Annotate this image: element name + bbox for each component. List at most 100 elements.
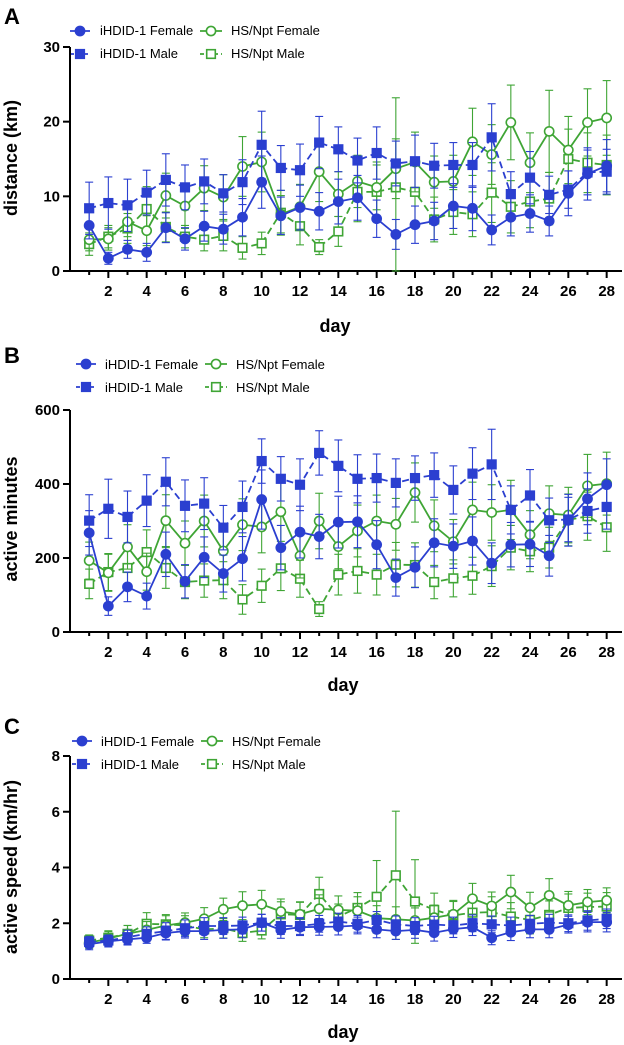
data-point: [84, 578, 95, 589]
y-tick-label: 400: [35, 476, 60, 493]
data-point: [256, 494, 268, 505]
legend-item-ihdid-male: iHDID-1 Male: [76, 380, 183, 395]
data-point: [562, 900, 574, 911]
x-tick-label: 10: [253, 644, 270, 661]
data-point: [332, 516, 344, 528]
series-line: [88, 482, 607, 575]
data-point: [428, 537, 440, 549]
legend-label: HS/Npt Female: [231, 23, 320, 38]
data-point: [83, 527, 95, 539]
x-tick-label: 8: [219, 283, 227, 300]
data-point: [390, 925, 402, 937]
data-point: [582, 916, 593, 928]
data-point: [601, 112, 613, 124]
data-point: [447, 200, 459, 212]
x-tick-label: 18: [407, 644, 424, 661]
data-point: [256, 139, 267, 150]
data-point: [543, 550, 555, 562]
data-point: [179, 575, 191, 587]
legend-item-ihdid-female: iHDID-1 Female: [72, 734, 194, 749]
legend-marker: [76, 758, 88, 770]
x-tick-label: 4: [142, 644, 151, 661]
data-point: [84, 203, 95, 214]
data-point: [543, 215, 555, 227]
x-tick-label: 12: [292, 283, 309, 300]
panel-a: A distance (km) day iHDID-1 Female iHDID…: [1, 4, 622, 336]
data-point: [467, 535, 478, 547]
x-tick-label: 10: [253, 283, 270, 300]
data-point: [275, 473, 286, 484]
data-point: [102, 935, 114, 947]
data-point: [179, 500, 191, 511]
data-point: [467, 893, 478, 905]
x-tick-label: 24: [522, 644, 539, 661]
x-tick-label: 10: [253, 991, 270, 1008]
x-tick-label: 18: [407, 991, 424, 1008]
data-point: [256, 455, 267, 467]
data-point: [524, 923, 536, 935]
data-point: [141, 495, 152, 506]
series-line: [89, 917, 607, 943]
panel-b: B active minutes day iHDID-1 Female iHDI…: [1, 343, 622, 695]
x-tick-label: 18: [407, 283, 424, 300]
series-line: [88, 157, 607, 249]
data-point: [179, 537, 191, 549]
data-point: [486, 459, 497, 470]
y-tick-label: 200: [35, 550, 60, 567]
legend-label: HS/Npt Female: [236, 357, 325, 372]
data-point: [256, 238, 267, 249]
y-tick-label: 8: [52, 748, 60, 765]
data-point: [102, 600, 114, 612]
x-tick-label: 4: [142, 991, 151, 1008]
data-point: [294, 165, 306, 176]
data-point: [371, 891, 382, 902]
panel-label: A: [4, 4, 20, 29]
data-point: [179, 182, 191, 193]
x-tick-label: 28: [598, 283, 615, 300]
data-point: [601, 479, 613, 491]
data-point: [505, 926, 517, 938]
x-axis-label: day: [327, 675, 358, 695]
data-point: [562, 144, 574, 156]
data-point: [601, 894, 613, 906]
legend-marker: [74, 48, 86, 60]
data-point: [199, 498, 210, 509]
data-point: [83, 220, 95, 231]
legend-item-hsnpt-female: HS/Npt Female: [205, 357, 325, 372]
x-tick-label: 16: [368, 991, 385, 1008]
data-point: [447, 540, 459, 552]
data-point: [237, 594, 248, 605]
data-point: [428, 927, 440, 939]
data-point: [505, 886, 517, 898]
x-tick-label: 12: [292, 644, 309, 661]
x-tick-label: 20: [445, 991, 462, 1008]
y-axis-label: distance (km): [1, 100, 21, 216]
legend-item-hsnpt-female: HS/Npt Female: [201, 734, 321, 749]
x-tick-label: 26: [560, 283, 577, 300]
data-point: [217, 903, 229, 915]
legend-marker: [74, 25, 86, 37]
y-tick-label: 0: [52, 263, 60, 280]
x-tick-label: 8: [219, 991, 227, 1008]
data-point: [371, 472, 382, 484]
data-point: [371, 569, 382, 580]
data-point: [524, 208, 536, 219]
data-point: [486, 224, 498, 236]
data-point: [544, 515, 555, 526]
x-axis-label: day: [319, 316, 350, 336]
data-point: [314, 447, 325, 459]
data-point: [333, 460, 344, 471]
panel-label: C: [4, 714, 20, 739]
x-tick-label: 2: [104, 644, 112, 661]
data-point: [486, 132, 497, 143]
data-point: [122, 934, 133, 945]
data-point: [467, 159, 478, 171]
legend-item-hsnpt-female: HS/Npt Female: [200, 23, 320, 38]
data-point: [582, 117, 593, 128]
data-point: [198, 551, 210, 563]
data-point: [582, 168, 593, 180]
legend-label: iHDID-1 Male: [105, 380, 183, 395]
data-point: [314, 137, 325, 148]
